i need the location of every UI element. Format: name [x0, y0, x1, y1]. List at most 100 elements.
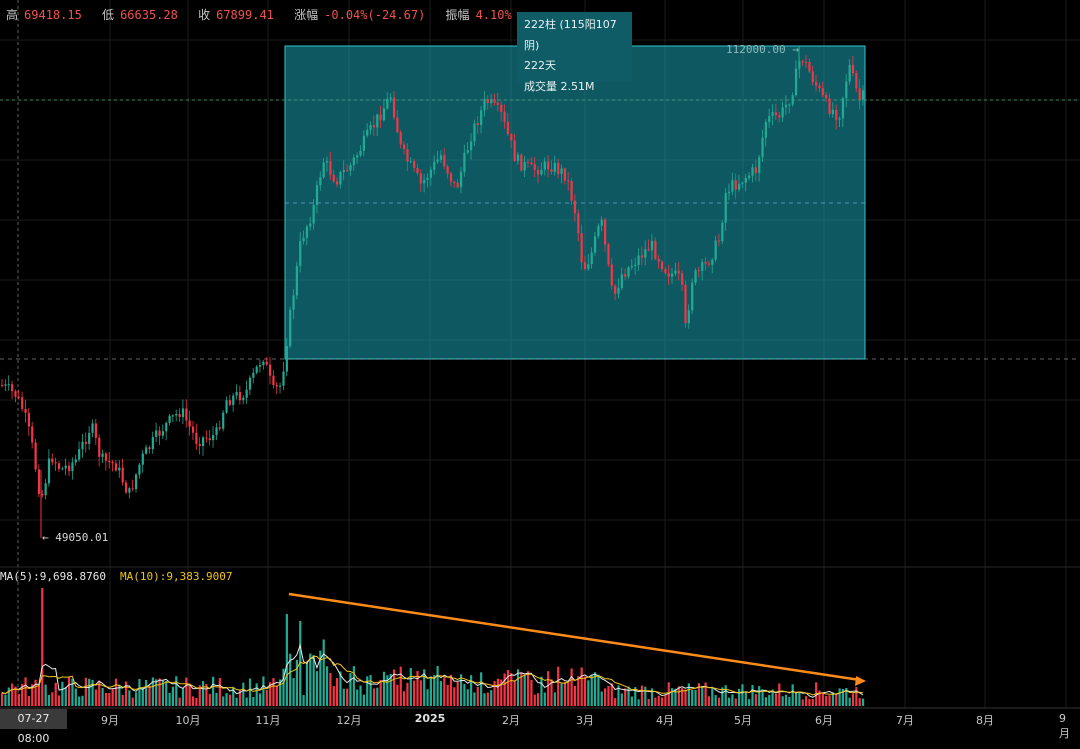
candle-body [336, 181, 339, 185]
volume-bar [590, 674, 593, 706]
volume-bar [406, 682, 409, 706]
candle-body [550, 169, 553, 172]
volume-bar [161, 680, 164, 706]
candle-body [305, 226, 309, 238]
candle-body [811, 71, 814, 83]
price-chart[interactable] [0, 0, 1080, 732]
volume-bar [356, 689, 359, 706]
candle-body [91, 423, 94, 433]
volume-bar [778, 683, 781, 706]
volume-bar [731, 694, 734, 706]
volume-bar [255, 683, 258, 706]
candle-body [607, 244, 610, 265]
volume-bar [359, 685, 362, 706]
volume-bar [346, 688, 349, 706]
candle-body [312, 204, 315, 224]
volume-bar [252, 696, 255, 706]
candle-body [98, 437, 101, 457]
volume-bar [711, 688, 714, 706]
candle-body [483, 99, 486, 111]
candle-body [473, 123, 476, 142]
candle-body [694, 270, 697, 283]
candle-body [748, 175, 751, 178]
candle-body [721, 222, 724, 242]
candle-body [533, 164, 536, 170]
volume-bar [587, 680, 590, 706]
candle-body [744, 177, 747, 183]
volume-bar [195, 697, 198, 706]
candle-body [439, 155, 443, 160]
volume-bar [379, 679, 382, 706]
volume-bar [386, 675, 389, 706]
candle-body [449, 173, 453, 182]
volume-bar [138, 678, 141, 706]
candle-body [419, 173, 422, 184]
candle-body [667, 273, 670, 277]
volume-bar [490, 690, 493, 706]
volume-bar [449, 674, 453, 706]
volume-bar [677, 686, 680, 706]
volume-bar [148, 685, 151, 706]
volume-bar [88, 678, 91, 706]
candle-body [831, 109, 834, 115]
candle-body [245, 389, 248, 398]
volume-bar [416, 671, 419, 706]
candle-body [161, 431, 164, 436]
volume-bar [11, 683, 14, 706]
volume-bar [701, 686, 704, 706]
candle-body [356, 155, 359, 158]
volume-bar [292, 678, 295, 706]
volume-bar [748, 699, 751, 706]
volume-bar [627, 686, 630, 706]
candle-body [4, 384, 7, 386]
candle-body [510, 134, 513, 141]
volume-bar [181, 687, 185, 706]
volume-bar [131, 697, 134, 706]
candle-body [734, 180, 737, 190]
volume-bar [322, 639, 325, 706]
candle-body [258, 365, 262, 367]
volume-bar [98, 680, 101, 706]
volume-bar [523, 674, 526, 706]
candle-body [761, 137, 764, 158]
candle-body [295, 265, 298, 296]
volume-bar [369, 675, 372, 706]
candle-body [141, 453, 144, 465]
candle-body [774, 112, 778, 116]
volume-bar [547, 671, 550, 706]
candle-body [322, 162, 325, 178]
candle-body [597, 225, 600, 237]
volume-bar [208, 693, 211, 706]
volume-bar [751, 684, 754, 706]
candle-body [34, 442, 37, 470]
volume-bar [774, 693, 778, 706]
candle-body [486, 99, 489, 104]
candle-body [794, 68, 798, 96]
volume-bar [473, 692, 476, 706]
candle-body [600, 219, 603, 226]
candle-body [644, 249, 647, 258]
candle-body [681, 273, 684, 285]
volume-bar [614, 698, 617, 706]
volume-bar [788, 696, 791, 706]
volume-bar [486, 692, 489, 706]
ohlc-header: 高 69418.15 低 66635.28 收 67899.41 涨幅 -0.04%(-… [6, 6, 525, 23]
candle-body [37, 469, 41, 494]
candle-body [821, 88, 824, 96]
volume-bar [336, 677, 339, 706]
low-price-text: 49050.01 [55, 531, 109, 544]
candle-body [175, 413, 178, 416]
volume-bar [640, 685, 644, 706]
volume-bar [265, 689, 268, 706]
volume-bar [165, 681, 168, 706]
candle-body [315, 185, 319, 205]
candle-body [466, 150, 469, 153]
volume-bar [808, 698, 811, 706]
candle-body [513, 140, 516, 161]
x-axis-label: 9月 [1059, 712, 1070, 740]
volume-bar [225, 693, 228, 706]
candle-body [349, 165, 352, 171]
candle-body [299, 241, 302, 266]
volume-bar [764, 697, 767, 706]
volume-bar [121, 694, 124, 706]
